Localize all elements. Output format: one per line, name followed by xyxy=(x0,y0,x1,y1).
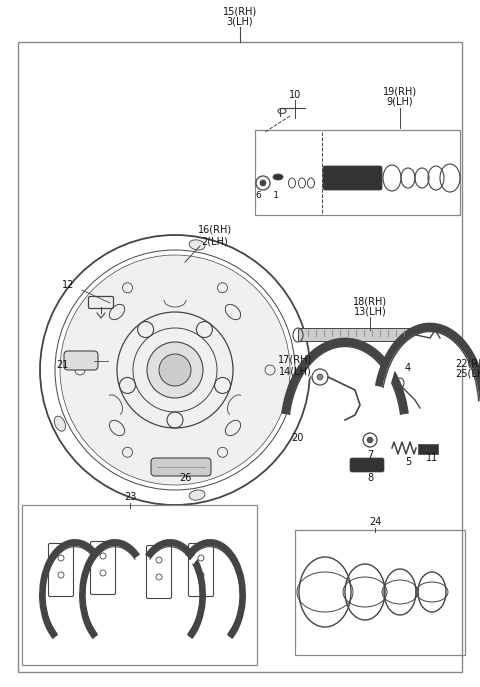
Circle shape xyxy=(260,180,266,186)
Bar xyxy=(295,530,465,655)
Text: 12: 12 xyxy=(62,280,74,290)
Text: 24: 24 xyxy=(369,517,381,527)
FancyBboxPatch shape xyxy=(323,166,382,190)
Bar xyxy=(418,444,438,454)
FancyBboxPatch shape xyxy=(64,351,98,370)
Ellipse shape xyxy=(189,240,205,250)
Text: 25(LH): 25(LH) xyxy=(455,369,480,379)
Text: 18(RH): 18(RH) xyxy=(353,297,387,307)
Text: 21: 21 xyxy=(56,360,68,370)
Text: 22(RH): 22(RH) xyxy=(455,358,480,368)
Circle shape xyxy=(367,437,373,443)
Text: 13(LH): 13(LH) xyxy=(354,307,386,317)
Text: 26: 26 xyxy=(179,473,191,483)
Text: 9(LH): 9(LH) xyxy=(387,97,413,107)
Text: 23: 23 xyxy=(124,492,136,502)
Text: 19(RH): 19(RH) xyxy=(383,87,417,97)
Text: 4: 4 xyxy=(405,363,411,373)
FancyBboxPatch shape xyxy=(151,458,211,476)
Text: 3(LH): 3(LH) xyxy=(227,17,253,27)
FancyBboxPatch shape xyxy=(350,458,384,472)
Text: 15(RH): 15(RH) xyxy=(223,7,257,17)
Text: 16(RH): 16(RH) xyxy=(198,225,232,235)
Text: 20: 20 xyxy=(291,433,303,443)
Text: 11: 11 xyxy=(426,453,438,463)
Text: 7: 7 xyxy=(367,450,373,460)
Text: 2(LH): 2(LH) xyxy=(202,236,228,246)
Text: 6    1: 6 1 xyxy=(256,190,279,199)
Bar xyxy=(255,130,460,215)
Text: 14(LH): 14(LH) xyxy=(278,366,312,376)
Circle shape xyxy=(60,255,290,485)
Text: 8: 8 xyxy=(367,473,373,483)
Text: 5: 5 xyxy=(405,457,411,467)
Ellipse shape xyxy=(273,174,283,180)
Text: 10: 10 xyxy=(289,90,301,100)
Text: 17(RH): 17(RH) xyxy=(278,355,312,365)
Circle shape xyxy=(159,354,191,386)
Circle shape xyxy=(317,374,323,380)
Bar xyxy=(22,505,257,665)
Ellipse shape xyxy=(189,490,205,500)
Circle shape xyxy=(147,342,203,398)
Ellipse shape xyxy=(54,416,66,431)
FancyBboxPatch shape xyxy=(299,328,417,341)
